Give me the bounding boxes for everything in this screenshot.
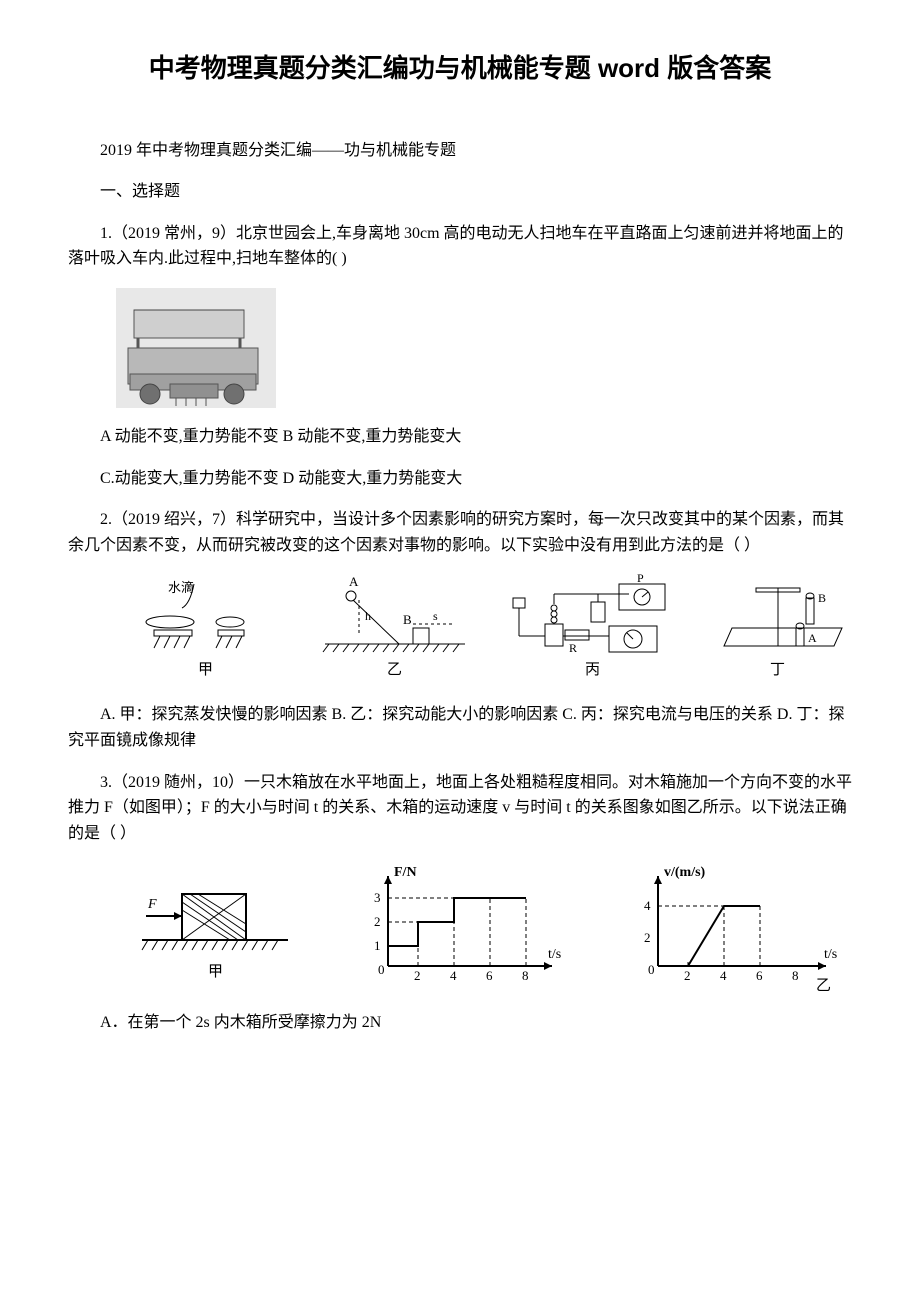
svg-text:6: 6 [756, 968, 763, 983]
svg-text:2: 2 [644, 930, 651, 945]
svg-text:0: 0 [378, 962, 385, 977]
q2-options: A. 甲：探究蒸发快慢的影响因素 B. 乙：探究动能大小的影响因素 C. 丙：探… [68, 702, 852, 753]
svg-text:t/s: t/s [548, 947, 561, 962]
svg-text:乙: 乙 [387, 662, 402, 678]
svg-text:F: F [147, 897, 157, 912]
q3-figures: F 甲 F/N t/s 0 2 4 6 8 1 [132, 862, 852, 992]
svg-text:R: R [569, 641, 577, 655]
svg-text:4: 4 [644, 898, 651, 913]
svg-text:丙: 丙 [585, 662, 600, 678]
section-heading: 一、选择题 [68, 179, 852, 205]
q2-text: 2.（2019 绍兴，7）科学研究中，当设计多个因素影响的研究方案时，每一次只改… [68, 507, 852, 558]
svg-text:乙: 乙 [816, 978, 831, 992]
q3-fig-jia: F 甲 [132, 872, 302, 992]
svg-text:8: 8 [522, 968, 529, 983]
svg-text:t/s: t/s [824, 947, 837, 962]
q2-fig-jia: 水滴 甲 [132, 574, 282, 684]
q1-options-2: C.动能变大,重力势能不变 D 动能变大,重力势能变大 [68, 466, 852, 492]
svg-text:0: 0 [648, 962, 655, 977]
svg-text:丁: 丁 [770, 662, 785, 678]
svg-text:甲: 甲 [208, 964, 223, 980]
svg-text:h: h [365, 609, 371, 623]
page-title: 中考物理真题分类汇编功与机械能专题 word 版含答案 [68, 48, 852, 90]
q3-optA: A．在第一个 2s 内木箱所受摩擦力为 2N [68, 1010, 852, 1036]
svg-text:3: 3 [374, 890, 381, 905]
q1-options-1: A 动能不变,重力势能不变 B 动能不变,重力势能变大 [68, 424, 852, 450]
q1-figure [116, 288, 852, 408]
svg-text:6: 6 [486, 968, 493, 983]
q2-fig-yi: A B s h 乙 [305, 574, 475, 684]
svg-text:2: 2 [374, 914, 381, 929]
svg-text:B: B [403, 612, 412, 627]
q1-text: 1.（2019 常州，9）北京世园会上,车身离地 30cm 高的电动无人扫地车在… [68, 221, 852, 272]
intro-line: 2019 年中考物理真题分类汇编——功与机械能专题 [68, 138, 852, 164]
svg-text:水滴: 水滴 [168, 580, 194, 595]
svg-text:4: 4 [720, 968, 727, 983]
svg-text:4: 4 [450, 968, 457, 983]
q2-fig-ding: B A 丁 [702, 574, 852, 684]
svg-text:P: P [637, 574, 644, 585]
svg-text:A: A [808, 631, 817, 645]
svg-text:8: 8 [792, 968, 799, 983]
svg-text:1: 1 [374, 938, 381, 953]
svg-text:A: A [349, 574, 359, 589]
svg-text:v/(m/s): v/(m/s) [664, 865, 706, 880]
svg-text:F/N: F/N [394, 865, 417, 880]
q3-text: 3.（2019 随州，10）一只木箱放在水平地面上，地面上各处粗糙程度相同。对木… [68, 770, 852, 847]
svg-text:2: 2 [414, 968, 421, 983]
svg-text:2: 2 [684, 968, 691, 983]
q2-fig-bing: P R 丙 [499, 574, 679, 684]
svg-text:B: B [818, 591, 826, 605]
q2-figures: 水滴 甲 A B s [132, 574, 852, 684]
q3-fig-v-chart: v/(m/s) t/s 0 2 4 6 8 2 4 乙 [622, 862, 852, 992]
svg-text:s: s [433, 609, 438, 623]
q3-fig-fn-chart: F/N t/s 0 2 4 6 8 1 2 3 [352, 862, 572, 992]
svg-text:甲: 甲 [198, 662, 213, 678]
